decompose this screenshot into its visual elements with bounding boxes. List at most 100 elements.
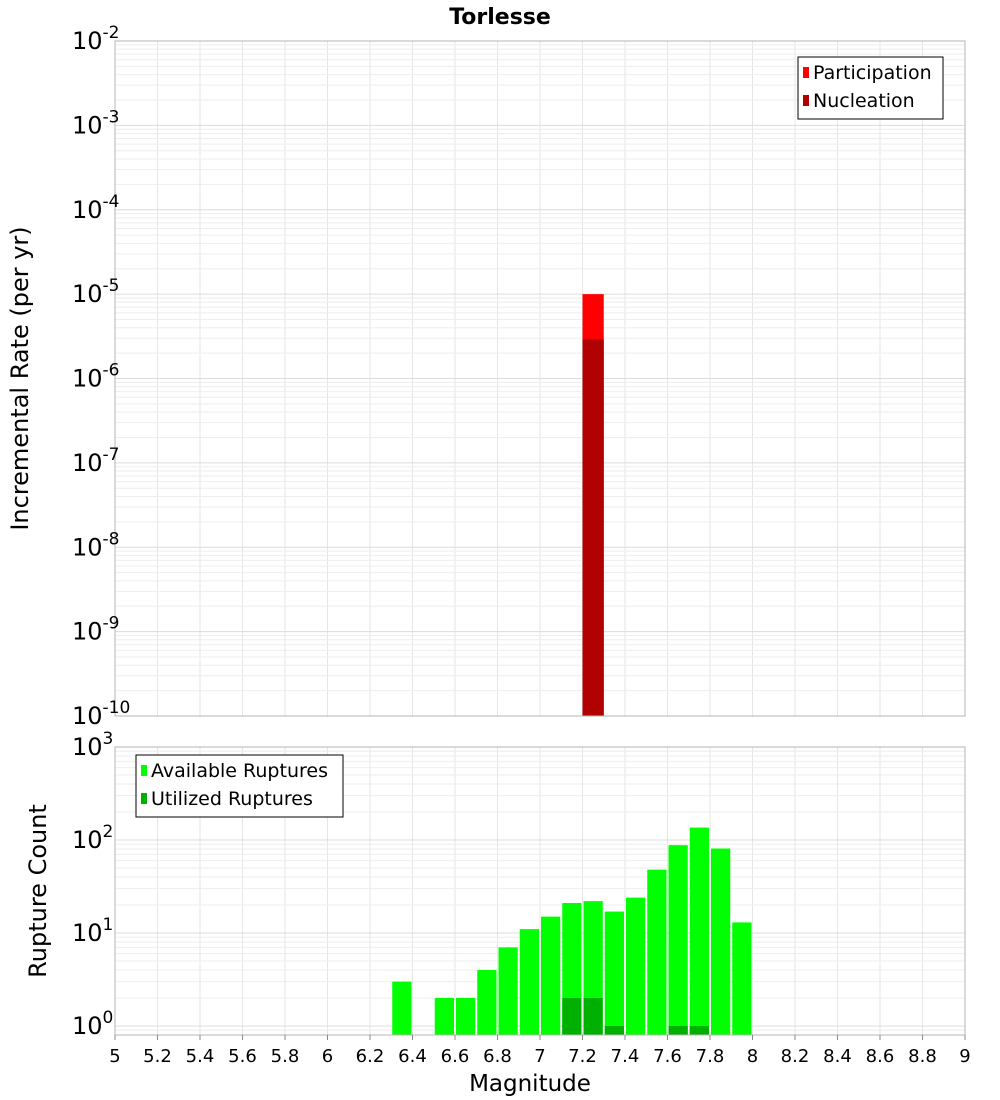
- y-tick-label: 10-5: [72, 276, 120, 308]
- y-tick-exponent: 0: [103, 1008, 114, 1028]
- legend-box: [797, 56, 944, 120]
- y-tick-exponent: -9: [103, 614, 120, 634]
- grid-lines: [114, 746, 966, 1036]
- bar: [434, 997, 454, 1035]
- y-tick-label: 10-2: [72, 23, 120, 55]
- y-tick-exponent: 2: [103, 822, 114, 842]
- y-tick-label: 10-9: [72, 614, 120, 646]
- y-tick-exponent: -2: [103, 23, 120, 43]
- legend-label: Utilized Ruptures: [151, 788, 313, 810]
- y-tick-base: 10: [72, 449, 103, 477]
- y-tick-exponent: -3: [103, 107, 120, 127]
- bar: [562, 997, 582, 1035]
- y-tick-exponent: -5: [103, 276, 120, 296]
- chart-title: Torlesse: [449, 5, 551, 30]
- y-tick-exponent: -7: [103, 445, 120, 465]
- x-tick-label: 5.8: [271, 1046, 300, 1067]
- y-tick-exponent: -8: [103, 529, 120, 549]
- bar: [604, 1025, 624, 1035]
- x-tick-label: 5.4: [186, 1046, 215, 1067]
- y-tick-exponent: -6: [103, 361, 120, 381]
- bar: [519, 929, 539, 1035]
- y-tick-base: 10: [72, 919, 103, 947]
- x-tick-label: 6.6: [441, 1046, 470, 1067]
- y-tick-exponent: -10: [103, 698, 131, 718]
- bar: [732, 922, 752, 1035]
- y-tick-base: 10: [72, 618, 103, 646]
- x-tick-label: 7: [534, 1046, 545, 1067]
- y-tick-base: 10: [72, 533, 103, 561]
- y-tick-label: 10-7: [72, 445, 120, 477]
- legend: Available Ruptures Utilized Ruptures: [135, 754, 344, 818]
- bar: [689, 827, 709, 1035]
- y-tick-label: 102: [72, 822, 113, 854]
- grid-lines: [114, 40, 966, 717]
- bar: [456, 997, 476, 1035]
- x-tick-label: 6: [322, 1046, 333, 1067]
- x-tick-label: 7.8: [696, 1046, 725, 1067]
- x-tick-label: 7.4: [611, 1046, 640, 1067]
- x-tick-label: 7.2: [568, 1046, 597, 1067]
- x-tick-label: 8.6: [866, 1046, 895, 1067]
- y-tick-label: 100: [72, 1008, 113, 1040]
- x-tick-label: 5.2: [143, 1046, 172, 1067]
- y-tick-base: 10: [72, 733, 103, 761]
- x-tick-label: 5.6: [228, 1046, 257, 1067]
- y-tick-label: 10-6: [72, 361, 120, 393]
- y-tick-base: 10: [72, 196, 103, 224]
- y-tick-label: 103: [72, 729, 113, 761]
- y-tick-base: 10: [72, 365, 103, 393]
- bar: [498, 947, 518, 1035]
- bar: [689, 1025, 709, 1035]
- x-tick-label: 8.2: [781, 1046, 810, 1067]
- bar: [392, 981, 412, 1035]
- series-utilized-ruptures: [562, 997, 709, 1035]
- y-tick-label: 10-10: [72, 698, 130, 730]
- legend-swatch: [141, 793, 147, 804]
- rate-chart: 10-1010-910-810-710-610-510-410-310-2Inc…: [6, 5, 966, 730]
- bar: [604, 911, 624, 1035]
- bar: [626, 897, 646, 1035]
- legend-label: Available Ruptures: [151, 760, 328, 782]
- x-tick-label: 5: [109, 1046, 120, 1067]
- y-tick-base: 10: [72, 111, 103, 139]
- y-tick-base: 10: [72, 702, 103, 730]
- x-tick-label: 8: [747, 1046, 758, 1067]
- x-tick-label: 6.2: [356, 1046, 385, 1067]
- legend-swatch: [141, 765, 147, 776]
- legend: Participation Nucleation: [797, 56, 944, 120]
- x-tick-label: 7.6: [653, 1046, 682, 1067]
- y-tick-base: 10: [72, 280, 103, 308]
- legend-label: Nucleation: [813, 90, 915, 112]
- bar: [477, 969, 497, 1035]
- series-available-ruptures: [392, 827, 752, 1035]
- x-axis-label: Magnitude: [469, 1071, 591, 1097]
- y-tick-label: 101: [72, 915, 113, 947]
- bar: [541, 916, 561, 1035]
- x-tick-label: 8.4: [823, 1046, 852, 1067]
- legend-label: Participation: [813, 62, 932, 84]
- legend-swatch: [803, 67, 809, 78]
- bar: [582, 339, 604, 716]
- y-tick-exponent: -4: [103, 192, 120, 212]
- y-tick-label: 10-8: [72, 529, 120, 561]
- y-axis-label: Incremental Rate (per yr): [6, 226, 34, 530]
- x-tick-label: 8.8: [908, 1046, 937, 1067]
- x-tick-label: 6.8: [483, 1046, 512, 1067]
- legend-swatch: [803, 95, 809, 106]
- bar: [583, 997, 603, 1035]
- y-tick-exponent: 1: [103, 915, 114, 935]
- x-tick-label: 9: [959, 1046, 970, 1067]
- y-tick-exponent: 3: [103, 729, 114, 749]
- bar: [668, 845, 688, 1035]
- x-tick-label: 6.4: [398, 1046, 427, 1067]
- legend-box: [135, 754, 344, 818]
- bar: [668, 1025, 688, 1035]
- y-tick-base: 10: [72, 826, 103, 854]
- y-tick-label: 10-4: [72, 192, 120, 224]
- plot-frame: [114, 40, 966, 717]
- y-axis-label: Rupture Count: [24, 804, 52, 978]
- y-tick-base: 10: [72, 27, 103, 55]
- bar: [711, 848, 731, 1035]
